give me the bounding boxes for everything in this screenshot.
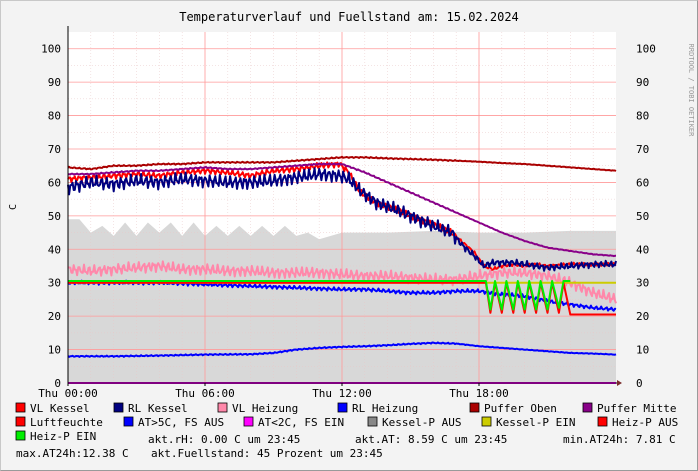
y-tick-label-right: 40 xyxy=(636,243,649,256)
x-tick-label: Thu 06:00 xyxy=(175,387,235,400)
y-tick-label-left: 20 xyxy=(48,310,61,323)
stat-fuellstand: akt.Fuellstand: 45 Prozent um 23:45 xyxy=(151,447,383,460)
legend-label: Heiz-P AUS xyxy=(612,416,678,429)
y-tick-label-right: 20 xyxy=(636,310,649,323)
legend-label: AT>5C, FS AUS xyxy=(138,416,224,429)
legend-label: Kessel-P AUS xyxy=(382,416,461,429)
series-line-at-5c-fs-aus xyxy=(67,341,617,358)
series-line-heiz-p-ein xyxy=(68,280,571,311)
y-tick-label-right: 60 xyxy=(636,176,649,189)
legend-swatch xyxy=(597,416,608,427)
legend-swatch xyxy=(367,416,378,427)
y-tick-label-left: 0 xyxy=(54,377,61,390)
series-line-vl-heizung xyxy=(68,260,617,304)
legend-label: RL Kessel xyxy=(128,402,188,415)
legend-swatch xyxy=(582,402,593,413)
y-tick-label-left: 100 xyxy=(41,43,61,56)
x-axis-arrow xyxy=(617,380,622,386)
legend-swatch xyxy=(337,402,348,413)
chart-title: Temperaturverlauf und Fuellstand am: 15.… xyxy=(179,10,519,24)
stat-max-at: max.AT24h:12.38 C xyxy=(16,447,129,460)
legend-label: VL Kessel xyxy=(30,402,90,415)
legend-swatch xyxy=(469,402,480,413)
series-line-puffer-mitte xyxy=(68,162,616,258)
legend-label: Heiz-P EIN xyxy=(30,430,96,443)
x-tick-label: Thu 00:00 xyxy=(38,387,98,400)
legend-swatch xyxy=(113,402,124,413)
legend-swatch xyxy=(15,430,26,441)
x-tick-label: Thu 18:00 xyxy=(449,387,509,400)
y-tick-label-right: 50 xyxy=(636,210,649,223)
y-tick-label-left: 40 xyxy=(48,243,61,256)
legend-label: Puffer Oben xyxy=(484,402,557,415)
watermark: RRDTOOL / TOBI OETIKER xyxy=(687,44,695,138)
y-tick-label-left: 70 xyxy=(48,143,61,156)
y-tick-label-left: 90 xyxy=(48,76,61,89)
series-line-rl-heizung xyxy=(67,279,617,312)
x-tick-label: Thu 12:00 xyxy=(312,387,372,400)
y-tick-label-left: 10 xyxy=(48,344,61,357)
y-tick-label-right: 70 xyxy=(636,143,649,156)
legend-swatch xyxy=(217,402,228,413)
legend-swatch xyxy=(15,402,26,413)
y-tick-label-right: 90 xyxy=(636,76,649,89)
legend-swatch xyxy=(481,416,492,427)
legend-label: AT<2C, FS EIN xyxy=(258,416,344,429)
y-axis-label: C xyxy=(8,204,19,210)
legend-label: VL Heizung xyxy=(232,402,298,415)
axis-layer: 0 0 10 10 20 20 30 30 40 40 50 50 60 60 70 70 80 80 90 90 10… xyxy=(38,26,656,400)
y-tick-label-right: 100 xyxy=(636,43,656,56)
stat-min-at: min.AT24h: 7.81 C xyxy=(563,433,676,446)
y-tick-label-right: 30 xyxy=(636,277,649,290)
stat-akt-at: akt.AT: 8.59 C um 23:45 xyxy=(355,433,507,446)
legend-swatch xyxy=(243,416,254,427)
legend-label: RL Heizung xyxy=(352,402,418,415)
stat-akt-rh: akt.rH: 0.00 C um 23:45 xyxy=(148,433,300,446)
series-line-puffer-oben xyxy=(67,155,617,172)
y-tick-label-left: 80 xyxy=(48,110,61,123)
legend-label: Puffer Mitte xyxy=(597,402,676,415)
legend-label: Kessel-P EIN xyxy=(496,416,575,429)
legend: VL Kessel RL Kessel VL Heizung RL Heizung Pu… xyxy=(15,402,678,443)
y-tick-label-right: 80 xyxy=(636,110,649,123)
y-tick-label-right: 0 xyxy=(636,377,643,390)
y-tick-label-right: 10 xyxy=(636,344,649,357)
legend-label: Luftfeuchte xyxy=(30,416,103,429)
legend-swatch xyxy=(123,416,134,427)
y-tick-label-left: 30 xyxy=(48,277,61,290)
y-tick-label-left: 50 xyxy=(48,210,61,223)
y-tick-label-left: 60 xyxy=(48,176,61,189)
legend-swatch xyxy=(15,416,26,427)
series-line-rl-kessel xyxy=(67,167,617,272)
